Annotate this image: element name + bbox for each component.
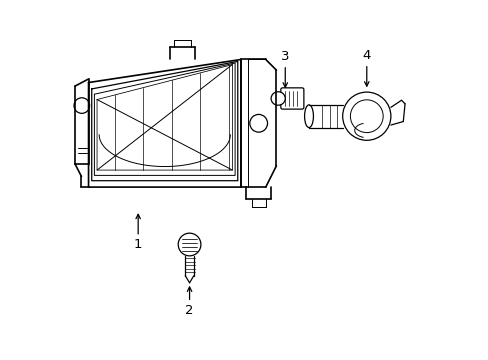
Text: 3: 3 <box>281 50 289 63</box>
Text: 4: 4 <box>362 49 370 62</box>
Ellipse shape <box>304 105 313 127</box>
FancyBboxPatch shape <box>280 88 303 109</box>
Text: 1: 1 <box>134 238 142 251</box>
Text: 2: 2 <box>185 303 193 316</box>
Ellipse shape <box>270 92 285 105</box>
